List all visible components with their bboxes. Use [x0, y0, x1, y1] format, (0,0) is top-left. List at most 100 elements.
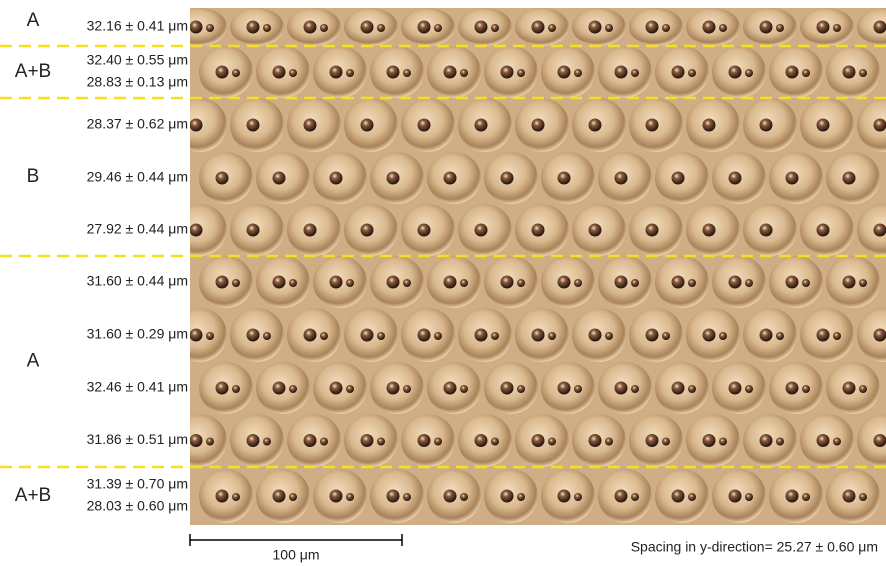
particle — [190, 224, 203, 237]
particle — [548, 438, 556, 446]
particle — [874, 329, 886, 342]
particle — [646, 329, 659, 342]
particle — [444, 172, 457, 185]
particle — [802, 69, 810, 77]
particle — [646, 224, 659, 237]
particle — [605, 438, 613, 446]
particle — [729, 382, 742, 395]
particle — [247, 434, 260, 447]
particle — [688, 69, 696, 77]
particle — [475, 329, 488, 342]
group-label: A+B — [15, 485, 51, 506]
particle — [190, 329, 203, 342]
particle — [491, 438, 499, 446]
particle — [403, 69, 411, 77]
particle — [434, 438, 442, 446]
particle — [330, 382, 343, 395]
measurement: 31.86 ± 0.51 μm — [87, 431, 188, 447]
particle — [387, 172, 400, 185]
particle — [631, 493, 639, 501]
particle — [672, 382, 685, 395]
particle — [517, 69, 525, 77]
particle — [403, 493, 411, 501]
particle — [558, 172, 571, 185]
particle — [558, 276, 571, 289]
particle — [304, 119, 317, 132]
particle — [760, 329, 773, 342]
particle — [631, 385, 639, 393]
particle — [330, 172, 343, 185]
particle — [491, 332, 499, 340]
particle — [833, 438, 841, 446]
figure: 32.16 ± 0.41 μmA32.40 ± 0.55 μm28.83 ± 0… — [0, 0, 886, 566]
particle — [574, 385, 582, 393]
particle — [703, 21, 716, 34]
particle — [672, 276, 685, 289]
particle — [320, 438, 328, 446]
particle — [190, 434, 203, 447]
particle — [843, 172, 856, 185]
measurement: 31.60 ± 0.44 μm — [87, 273, 188, 289]
particle — [574, 69, 582, 77]
particle — [403, 385, 411, 393]
particle — [206, 24, 214, 32]
particle — [786, 490, 799, 503]
particle — [833, 332, 841, 340]
measurement: 31.39 ± 0.70 μm — [87, 476, 188, 492]
particle — [874, 224, 886, 237]
particle — [434, 332, 442, 340]
particle — [247, 329, 260, 342]
measurement: 31.60 ± 0.29 μm — [87, 326, 188, 342]
particle — [361, 434, 374, 447]
particle — [216, 66, 229, 79]
particle — [859, 69, 867, 77]
particle — [532, 21, 545, 34]
particle — [802, 493, 810, 501]
particle — [817, 21, 830, 34]
micrograph-cells — [173, 8, 886, 523]
measurement: 28.03 ± 0.60 μm — [87, 498, 188, 514]
particle — [615, 276, 628, 289]
particle — [615, 66, 628, 79]
particle — [548, 24, 556, 32]
particle — [662, 332, 670, 340]
particle — [418, 434, 431, 447]
particle — [574, 493, 582, 501]
particle — [377, 332, 385, 340]
particle — [501, 382, 514, 395]
particle — [460, 385, 468, 393]
particle — [387, 66, 400, 79]
particle — [532, 329, 545, 342]
particle — [817, 434, 830, 447]
particle — [444, 490, 457, 503]
particle — [517, 385, 525, 393]
group-label: B — [27, 166, 40, 187]
particle — [501, 66, 514, 79]
particle — [662, 24, 670, 32]
particle — [289, 69, 297, 77]
particle — [874, 119, 886, 132]
spacing-note: Spacing in y-direction= 25.27 ± 0.60 μm — [631, 539, 878, 555]
particle — [589, 21, 602, 34]
particle — [273, 172, 286, 185]
particle — [475, 119, 488, 132]
particle — [672, 172, 685, 185]
particle — [216, 172, 229, 185]
particle — [361, 329, 374, 342]
particle — [646, 21, 659, 34]
particle — [672, 490, 685, 503]
particle — [232, 493, 240, 501]
particle — [745, 493, 753, 501]
particle — [729, 66, 742, 79]
particle — [330, 490, 343, 503]
particle — [786, 172, 799, 185]
particle — [688, 493, 696, 501]
measurement: 29.46 ± 0.44 μm — [87, 169, 188, 185]
group-label: A+B — [15, 61, 51, 82]
particle — [703, 119, 716, 132]
scale-bar-label: 100 μm — [273, 547, 320, 563]
particle — [703, 224, 716, 237]
particle — [548, 332, 556, 340]
particle — [444, 382, 457, 395]
particle — [745, 279, 753, 287]
